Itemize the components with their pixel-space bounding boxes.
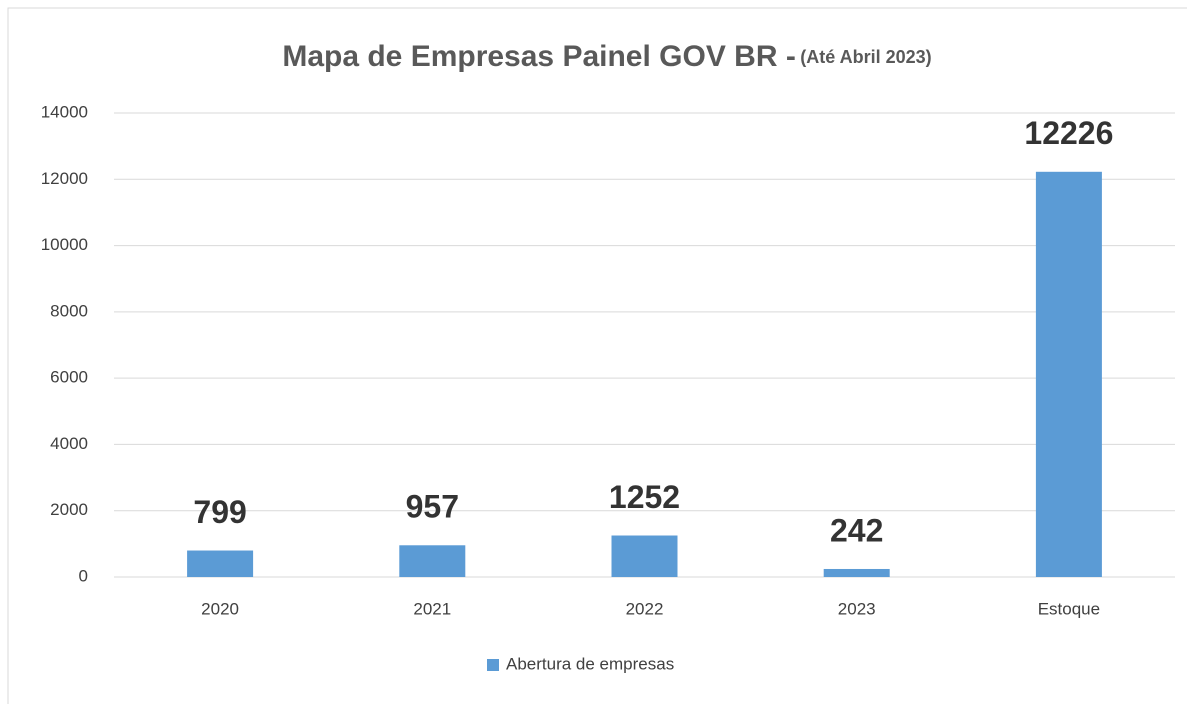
x-tick-label: 2021 (413, 599, 451, 618)
data-label: 799 (193, 494, 246, 530)
x-tick-label: Estoque (1038, 599, 1100, 618)
chart-border (7, 7, 1187, 704)
chart-subtitle: (Até Abril 2023) (800, 47, 931, 67)
y-tick-label: 14000 (41, 102, 88, 121)
bar (399, 545, 466, 577)
data-label: 242 (830, 512, 883, 548)
y-tick-label: 10000 (41, 235, 88, 254)
y-tick-label: 2000 (50, 500, 88, 519)
data-label: 957 (406, 489, 459, 525)
y-tick-label: 0 (79, 566, 88, 585)
x-tick-label: 2020 (201, 599, 239, 618)
chart-title: Mapa de Empresas Painel GOV BR - (282, 40, 796, 73)
legend-swatch (487, 659, 499, 671)
bar (187, 550, 254, 577)
data-label: 12226 (1024, 115, 1113, 151)
y-tick-label: 8000 (50, 301, 88, 320)
bar (611, 535, 678, 577)
chart-title-block: Mapa de Empresas Painel GOV BR - (Até Ab… (282, 40, 931, 73)
y-tick-label: 6000 (50, 368, 88, 387)
legend-label: Abertura de empresas (506, 654, 674, 673)
x-tick-label: 2022 (626, 599, 664, 618)
bar (1035, 171, 1102, 578)
x-tick-label: 2023 (838, 599, 876, 618)
bar (823, 568, 890, 577)
y-tick-label: 4000 (50, 434, 88, 453)
y-tick-label: 12000 (41, 169, 88, 188)
data-label: 1252 (609, 479, 680, 515)
